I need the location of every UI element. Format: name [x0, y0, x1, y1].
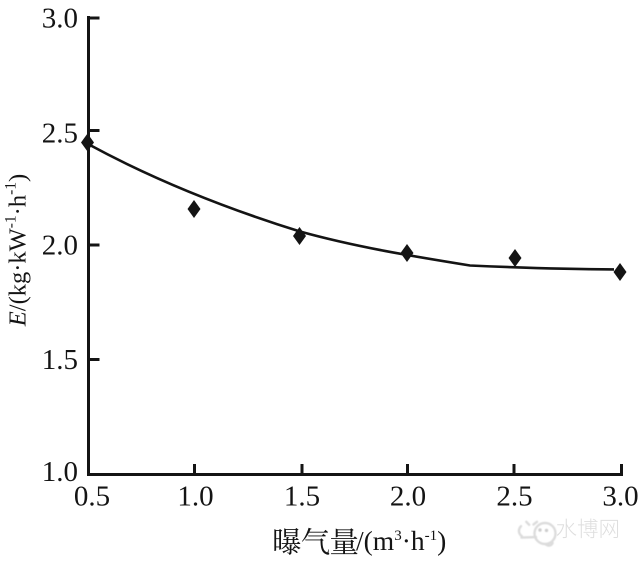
- svg-text:E/(kg·kW-1·h-1): E/(kg·kW-1·h-1): [3, 174, 32, 327]
- svg-text:2.0: 2.0: [390, 481, 426, 513]
- svg-text:1.5: 1.5: [42, 344, 78, 376]
- svg-text:2.5: 2.5: [42, 118, 78, 150]
- svg-text:2.0: 2.0: [42, 230, 78, 262]
- svg-text:2.5: 2.5: [496, 481, 532, 513]
- svg-text:1.0: 1.0: [42, 456, 78, 488]
- svg-text:/(m3·h-1): /(m3·h-1): [356, 525, 446, 556]
- svg-text:1.5: 1.5: [284, 481, 320, 513]
- svg-text:3.0: 3.0: [602, 481, 638, 513]
- svg-text:3.0: 3.0: [42, 3, 78, 35]
- svg-text:1.0: 1.0: [177, 481, 213, 513]
- svg-text:0.5: 0.5: [74, 481, 110, 513]
